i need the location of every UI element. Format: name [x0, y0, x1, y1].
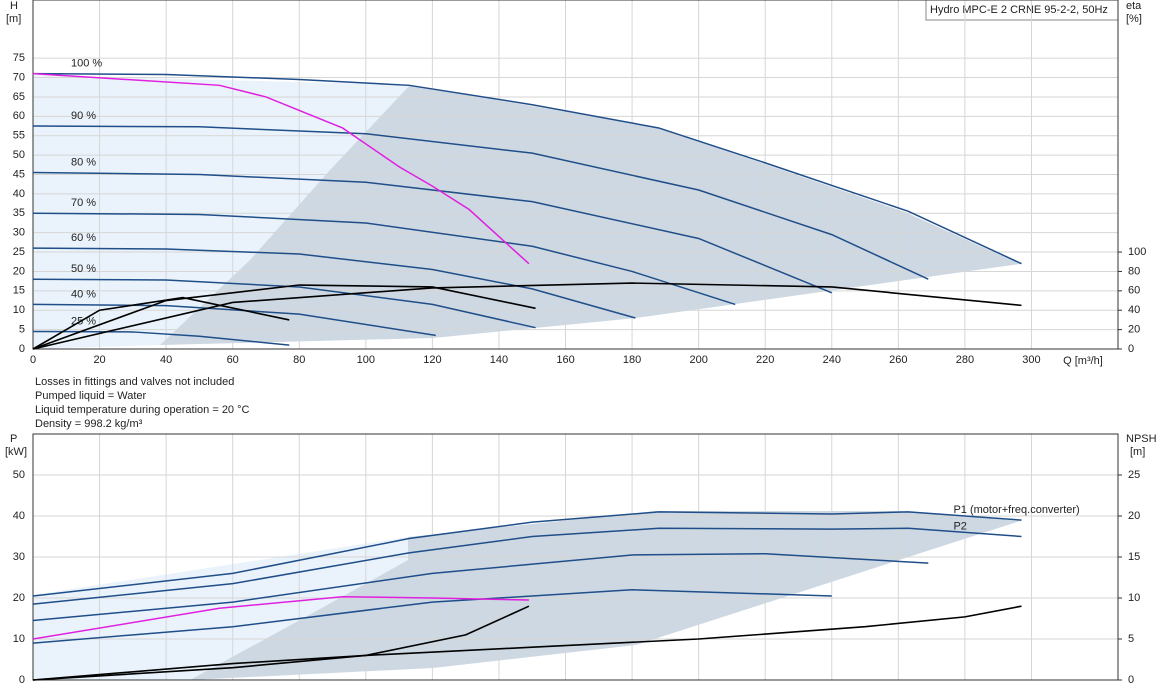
- curve: [32, 284, 536, 350]
- note: Liquid temperature during operation = 20…: [35, 404, 250, 416]
- x-tick-label: 300: [1022, 354, 1040, 366]
- x-tick-label: 40: [160, 354, 172, 366]
- series-label: 25 %: [71, 315, 96, 327]
- curve: [32, 278, 536, 329]
- y2-tick-label: 60: [1128, 285, 1140, 297]
- y2-tick-label: 25: [1128, 469, 1140, 481]
- y2-axis-label: NPSH: [1126, 433, 1157, 445]
- y2-tick-label: 0: [1128, 674, 1134, 686]
- y-tick-label: 0: [19, 674, 25, 686]
- curve: [32, 596, 529, 640]
- series-label: 70 %: [71, 197, 96, 209]
- plot-frame: [32, 0, 1119, 350]
- curve: [32, 552, 929, 622]
- x-tick-label: 220: [756, 354, 774, 366]
- y2-tick-label: 20: [1128, 510, 1140, 522]
- x-tick-label: 260: [889, 354, 907, 366]
- y2-tick-label: 10: [1128, 592, 1140, 604]
- y-axis-unit: [m]: [6, 13, 21, 25]
- y2-axis-unit: [%]: [1126, 13, 1142, 25]
- x-tick-label: 100: [357, 354, 375, 366]
- x-tick-label: 280: [956, 354, 974, 366]
- y-tick-label: 25: [13, 246, 25, 258]
- curve: [32, 282, 1022, 350]
- curve: [32, 72, 1022, 265]
- y-tick-label: 10: [13, 633, 25, 645]
- x-tick-label: 140: [490, 354, 508, 366]
- y-tick-label: 20: [13, 592, 25, 604]
- y2-axis-unit: [m]: [1130, 446, 1145, 458]
- y-tick-label: 5: [19, 324, 25, 336]
- plot-frame: [32, 433, 1119, 681]
- y-tick-label: 75: [13, 52, 25, 64]
- note: Pumped liquid = Water: [35, 390, 147, 402]
- y-tick-label: 50: [13, 149, 25, 161]
- y-tick-label: 15: [13, 285, 25, 297]
- light-region: [33, 75, 410, 349]
- y-tick-label: 65: [13, 91, 25, 103]
- y-tick-label: 10: [13, 304, 25, 316]
- y-tick-label: 50: [13, 469, 25, 481]
- x-tick-label: 200: [689, 354, 707, 366]
- x-tick-label: 120: [423, 354, 441, 366]
- curve: [32, 605, 530, 681]
- series-label: 40 %: [71, 288, 96, 300]
- y-tick-label: 30: [13, 551, 25, 563]
- series-label: 90 %: [71, 110, 96, 122]
- series-label: 60 %: [71, 232, 96, 244]
- y2-tick-label: 40: [1128, 304, 1140, 316]
- x-tick-label: 80: [293, 354, 305, 366]
- x-tick-label: 240: [823, 354, 841, 366]
- curve: [32, 296, 290, 350]
- y2-tick-label: 0: [1128, 343, 1134, 355]
- y-tick-label: 45: [13, 168, 25, 180]
- x-tick-label: 160: [556, 354, 574, 366]
- curve: [32, 171, 833, 294]
- curve: [32, 589, 832, 644]
- x-axis-label: Q [m³/h]: [1063, 355, 1103, 367]
- y-tick-label: 40: [13, 188, 25, 200]
- y-tick-label: 30: [13, 227, 25, 239]
- chart-title: Hydro MPC-E 2 CRNE 95-2-2, 50Hz: [930, 4, 1108, 16]
- y-axis-label: P: [10, 433, 17, 445]
- y-axis-label: H: [10, 0, 18, 12]
- series-label: P2: [953, 520, 966, 532]
- y-tick-label: 40: [13, 510, 25, 522]
- curve: [32, 511, 1022, 597]
- curve: [32, 527, 1022, 605]
- curve: [32, 247, 636, 319]
- y-tick-label: 70: [13, 71, 25, 83]
- series-label: 80 %: [71, 156, 96, 168]
- x-tick-label: 60: [227, 354, 239, 366]
- y2-tick-label: 5: [1128, 633, 1134, 645]
- curve: [32, 72, 530, 265]
- y2-tick-label: 20: [1128, 324, 1140, 336]
- y-tick-label: 55: [13, 130, 25, 142]
- y-axis-unit: [kW]: [5, 446, 27, 458]
- y2-axis-label: eta: [1126, 0, 1142, 12]
- series-label: P1 (motor+freq.converter): [953, 504, 1079, 516]
- y2-tick-label: 80: [1128, 265, 1140, 277]
- curve: [32, 125, 929, 280]
- y-tick-label: 60: [13, 110, 25, 122]
- series-label: 50 %: [71, 263, 96, 275]
- curve: [32, 303, 436, 337]
- y-tick-label: 20: [13, 265, 25, 277]
- operating-region: [190, 511, 1020, 680]
- y2-tick-label: 100: [1128, 246, 1146, 258]
- curve: [32, 330, 290, 346]
- curve: [32, 605, 1022, 681]
- note: Losses in fittings and valves not includ…: [35, 376, 234, 388]
- note: Density = 998.2 kg/m³: [35, 418, 143, 430]
- x-tick-label: 180: [623, 354, 641, 366]
- x-tick-label: 0: [30, 354, 36, 366]
- x-tick-label: 20: [93, 354, 105, 366]
- series-label: 100 %: [71, 58, 102, 70]
- y-tick-label: 35: [13, 207, 25, 219]
- y2-tick-label: 15: [1128, 551, 1140, 563]
- y-tick-label: 0: [19, 343, 25, 355]
- curve: [32, 212, 736, 306]
